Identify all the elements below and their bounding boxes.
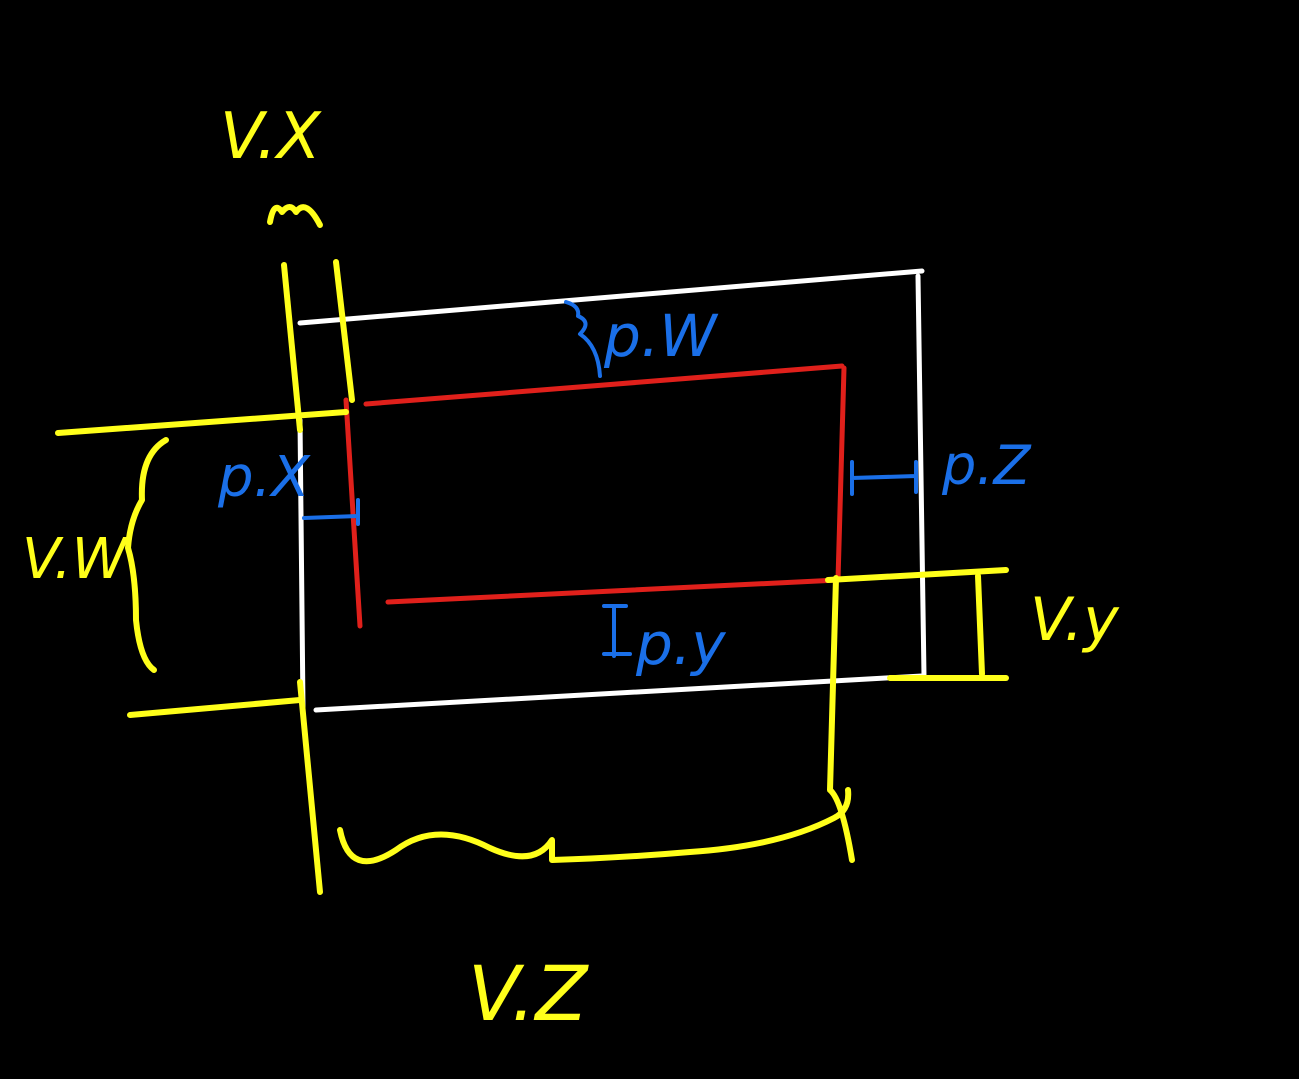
v-x-extension-right bbox=[333, 259, 355, 403]
label-p-x: p.X bbox=[217, 445, 311, 510]
outer-rect-left bbox=[297, 417, 306, 711]
v-w-bottom-line bbox=[127, 697, 303, 718]
v-x-brace bbox=[267, 204, 323, 228]
inner-rectangle bbox=[343, 363, 847, 629]
label-p-w: p.W bbox=[603, 302, 719, 370]
outer-rect-top bbox=[297, 268, 925, 326]
outer-rectangle bbox=[297, 268, 927, 713]
padding-labels: p.X p.Z p.y p.W bbox=[217, 302, 1031, 678]
p-z-mark bbox=[850, 460, 918, 496]
label-p-y: p.y bbox=[635, 610, 726, 678]
inner-rect-top bbox=[363, 363, 845, 407]
v-z-extension-left bbox=[297, 679, 323, 895]
outer-rect-bottom bbox=[313, 673, 925, 713]
label-v-x: V.X bbox=[220, 100, 322, 174]
inner-rect-left bbox=[343, 397, 363, 629]
v-y-bracket bbox=[975, 573, 985, 677]
label-v-y: V.y bbox=[1030, 585, 1120, 655]
v-w-top-line bbox=[55, 409, 349, 436]
v-y-top-line bbox=[825, 567, 1009, 583]
v-x-extension-left bbox=[281, 262, 303, 433]
p-w-mark bbox=[564, 300, 602, 378]
view-dimension-marks bbox=[55, 204, 1009, 895]
p-x-mark bbox=[302, 498, 360, 526]
inner-rect-right bbox=[835, 365, 847, 583]
label-p-z: p.Z bbox=[941, 434, 1031, 497]
inner-rect-bottom bbox=[385, 577, 841, 605]
label-v-w: V.W bbox=[22, 527, 130, 592]
v-z-extension-right bbox=[827, 575, 855, 863]
view-labels: V.X V.W V.y V.Z bbox=[22, 100, 1120, 1038]
p-y-mark bbox=[602, 604, 632, 658]
v-z-brace bbox=[337, 787, 852, 865]
label-v-z: V.Z bbox=[468, 949, 589, 1038]
padding-dimension-marks bbox=[302, 300, 918, 658]
outer-rect-right bbox=[915, 273, 927, 679]
v-w-brace bbox=[125, 437, 169, 673]
